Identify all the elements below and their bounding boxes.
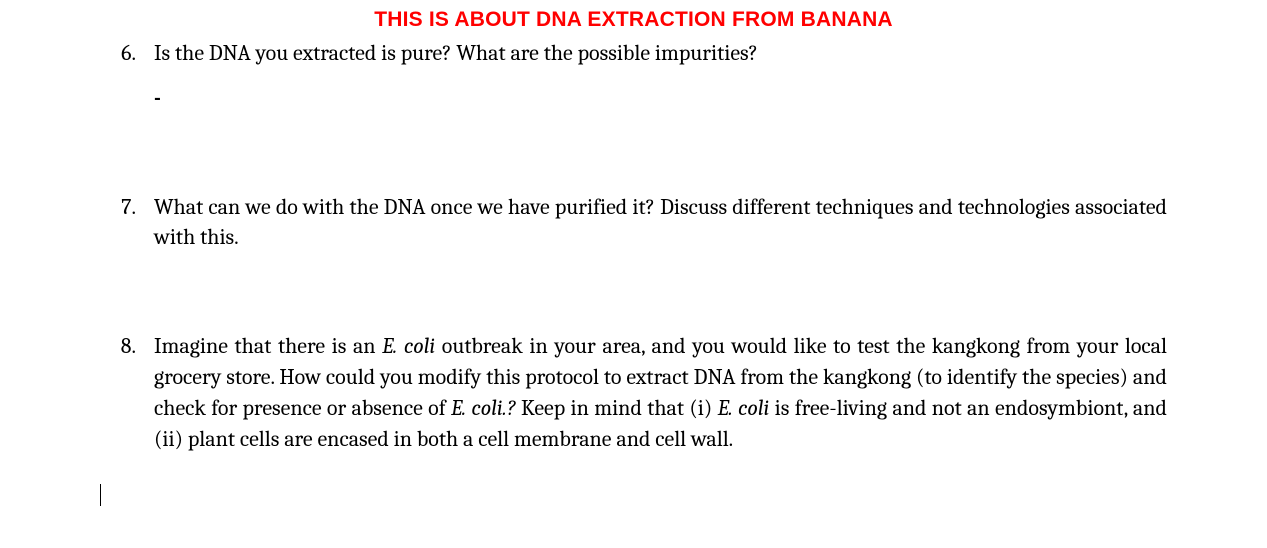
question-number: 7. — [100, 192, 154, 314]
question-text: What can we do with the DNA once we have… — [154, 194, 1167, 251]
question-number: 8. — [100, 331, 154, 454]
question-item-8: 8. Imagine that there is an E. coli outb… — [100, 331, 1167, 454]
text-cursor — [100, 484, 101, 506]
answer-placeholder: - — [154, 83, 1167, 114]
question-item-7: 7. What can we do with the DNA once we h… — [100, 192, 1167, 314]
question-text-part: Imagine that there is an — [154, 333, 382, 359]
question-body: Imagine that there is an E. coli outbrea… — [154, 331, 1167, 454]
question-item-6: 6. Is the DNA you extracted is pure? Wha… — [100, 38, 1167, 174]
question-number: 6. — [100, 38, 154, 174]
document-title: THIS IS ABOUT DNA EXTRACTION FROM BANANA — [100, 8, 1167, 32]
question-text-italic: E. coli.? — [451, 395, 516, 421]
question-text-part: Keep in mind that (i) — [516, 395, 718, 421]
question-text-italic: E. coli — [382, 333, 435, 359]
question-text: Is the DNA you extracted is pure? What a… — [154, 40, 758, 66]
question-body: Is the DNA you extracted is pure? What a… — [154, 38, 1167, 174]
question-body: What can we do with the DNA once we have… — [154, 192, 1167, 314]
question-list: 6. Is the DNA you extracted is pure? Wha… — [100, 38, 1167, 454]
question-text-italic: E. coli — [718, 395, 770, 421]
